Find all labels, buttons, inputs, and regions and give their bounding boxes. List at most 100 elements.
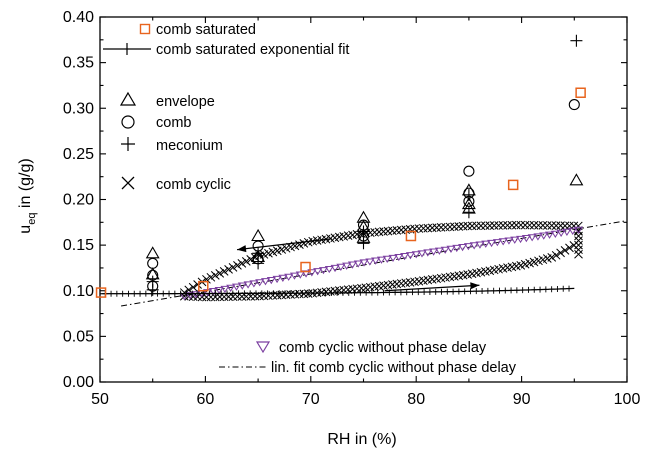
meconium-point	[357, 237, 370, 250]
exp-fit-marker	[467, 288, 474, 295]
comb-cyclic-no-delay-point	[342, 262, 352, 270]
comb-cyclic-upper-point	[432, 223, 442, 232]
comb-cyclic-no-delay-point	[429, 248, 439, 256]
exp-fit-marker	[322, 289, 329, 296]
meconium-point	[462, 206, 475, 219]
comb-cyclic-upper-point	[215, 268, 225, 278]
comb-cyclic-edge-point	[574, 240, 583, 250]
exp-fit-marker	[560, 285, 567, 292]
meconium-point	[462, 188, 475, 201]
exp-fit-marker	[189, 290, 196, 297]
comb-point	[568, 99, 580, 111]
comb-cyclic-no-delay-point	[249, 280, 259, 288]
comb-cyclic-no-delay-point	[231, 283, 241, 291]
comb-cyclic-lower-point	[330, 286, 340, 296]
comb-cyclic-no-delay-point	[521, 235, 531, 243]
exp-fit-marker	[542, 286, 549, 293]
comb-cyclic-upper-point	[396, 225, 406, 235]
legend-marker-envelope	[119, 91, 137, 106]
exp-fit-marker	[310, 290, 317, 297]
exp-fit-marker	[537, 286, 544, 293]
axes-layer: 50 60 70 80 90 100 0.00 0.05 0.10 0.15 0.20 0.25 0.3…	[63, 9, 641, 408]
exp-fit-marker	[281, 290, 288, 297]
exp-fit-marker	[357, 289, 364, 296]
exp-fit-marker	[415, 289, 422, 296]
comb-cyclic-lower-point	[326, 287, 335, 296]
legend-marker-meconium	[121, 137, 135, 151]
exp-fit-marker	[235, 290, 242, 297]
comb-cyclic-no-delay-point	[463, 243, 473, 251]
legend-lower: comb cyclic without phase delay lin. fit…	[219, 340, 517, 376]
comb-cyclic-upper-point	[503, 220, 512, 230]
comb-cyclic-lower-point	[551, 250, 561, 260]
meconium-point	[357, 225, 370, 238]
comb-cyclic-no-delay-point	[510, 236, 520, 244]
exp-fit-marker	[450, 288, 457, 295]
comb-cyclic-no-delay-point	[568, 227, 578, 235]
comb-cyclic-lower-point	[268, 291, 278, 300]
y-tick-label: 0.10	[63, 283, 94, 300]
exp-fit-marker	[212, 290, 219, 297]
comb-cyclic-upper-point	[458, 221, 468, 231]
exp-fit-marker	[108, 290, 115, 297]
exp-fit-marker	[131, 290, 138, 297]
comb-cyclic-upper-point	[233, 261, 242, 270]
comb-cyclic-upper-point	[383, 226, 393, 236]
exp-fit-marker	[264, 290, 271, 297]
comb-cyclic-upper-point	[241, 257, 251, 266]
legend-label-cyclic-no-delay: comb cyclic without phase delay	[279, 340, 487, 356]
comb-cyclic-upper-point	[489, 221, 499, 230]
exp-fit-marker	[258, 290, 265, 297]
envelope-point	[356, 210, 371, 223]
legend-label-comb: comb	[156, 115, 191, 131]
exp-fit-marker	[328, 289, 335, 296]
meconium-point	[252, 257, 265, 270]
x-tick-label: 70	[302, 391, 320, 408]
comb-cyclic-edge-point	[574, 236, 583, 245]
exp-fit-marker	[229, 290, 236, 297]
y-tick-label: 0.35	[63, 55, 94, 72]
comb-cyclic-lower-point	[299, 289, 309, 299]
exp-fit-marker	[409, 289, 416, 296]
exp-fit-marker	[508, 287, 515, 294]
exp-fit-marker	[345, 289, 352, 296]
exp-fit-marker	[513, 287, 520, 294]
comb-cyclic-no-delay-point	[382, 255, 392, 263]
exp-fit-marker	[531, 286, 538, 293]
exp-fit-marker	[200, 290, 207, 297]
comb-cyclic-lower-point	[290, 289, 300, 299]
exp-fit-marker	[148, 290, 155, 297]
comb-point	[147, 257, 159, 269]
comb-saturated-point	[405, 230, 417, 242]
exp-fit-marker	[293, 290, 300, 297]
comb-cyclic-upper-point	[427, 223, 437, 233]
svg-text:ueq in (g/g): ueq in (g/g)	[17, 158, 38, 233]
y-tick-label: 0.05	[63, 328, 94, 345]
comb-cyclic-no-delay-point	[394, 253, 404, 262]
arrow-head-right	[470, 282, 480, 290]
comb-cyclic-upper-point	[480, 221, 490, 231]
exp-fit-marker	[461, 288, 468, 295]
exp-fit-marker	[455, 288, 462, 295]
legend-upper: comb saturated comb saturated exponentia…	[103, 22, 349, 193]
exp-fit-marker	[316, 290, 323, 297]
comb-cyclic-lower-point	[565, 243, 574, 253]
comb-cyclic-no-delay-point	[504, 237, 514, 245]
exp-fit-marker	[548, 286, 555, 293]
comb-cyclic-no-delay-point	[313, 268, 323, 276]
y-tick-label: 0.00	[63, 374, 94, 391]
y-axis-title-main: u	[17, 225, 34, 234]
y-tick-label: 0.30	[63, 100, 94, 117]
comb-cyclic-lower-point	[272, 290, 282, 300]
comb-cyclic-upper-point	[476, 221, 486, 231]
comb-cyclic-no-delay-point	[371, 257, 381, 265]
legend-marker-comb-saturated	[139, 23, 151, 35]
comb-cyclic-no-delay-point	[452, 244, 462, 253]
y-tick-label: 0.40	[63, 9, 94, 26]
comb-cyclic-no-delay-point	[434, 247, 444, 255]
comb-cyclic-no-delay-point	[307, 269, 317, 277]
comb-cyclic-no-delay-point	[492, 239, 502, 247]
exp-fit-marker	[119, 290, 126, 297]
comb-cyclic-no-delay-point	[417, 250, 427, 258]
comb-cyclic-no-delay-point	[272, 275, 282, 284]
